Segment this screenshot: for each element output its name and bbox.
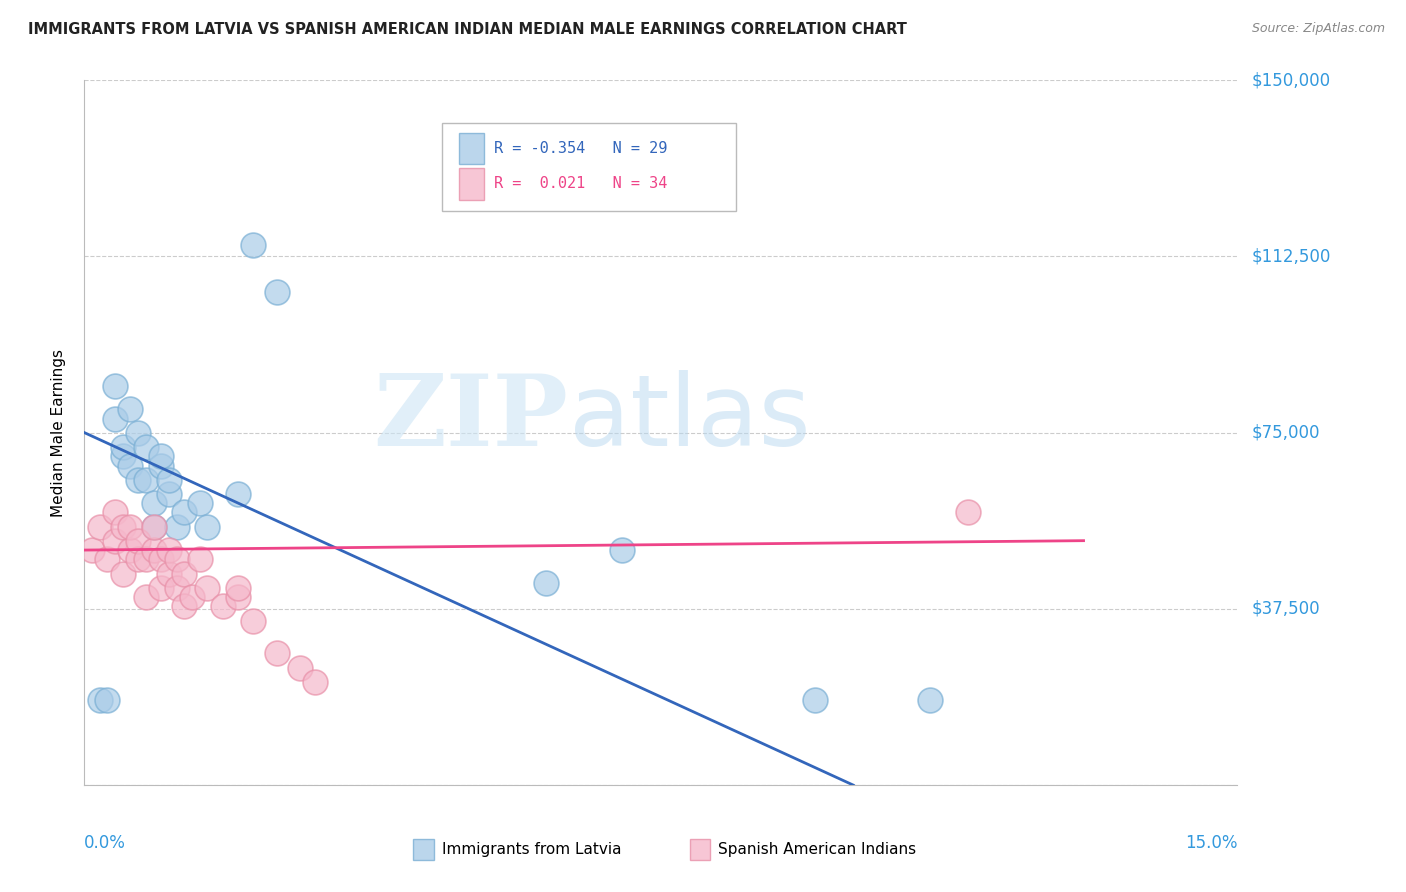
- Bar: [690, 839, 710, 861]
- Point: [157, 543, 180, 558]
- Point: [135, 473, 157, 487]
- Point: [150, 552, 173, 566]
- Point: [188, 496, 211, 510]
- Point: [173, 506, 195, 520]
- Point: [89, 519, 111, 533]
- Point: [803, 693, 825, 707]
- Point: [111, 449, 134, 463]
- Point: [120, 458, 142, 473]
- Point: [157, 486, 180, 500]
- Point: [120, 402, 142, 417]
- Point: [150, 449, 173, 463]
- Point: [157, 566, 180, 581]
- Point: [266, 285, 288, 299]
- Point: [150, 581, 173, 595]
- Point: [96, 552, 118, 566]
- Point: [89, 693, 111, 707]
- Point: [211, 599, 233, 614]
- Point: [127, 473, 149, 487]
- Point: [111, 566, 134, 581]
- Point: [173, 599, 195, 614]
- Point: [288, 660, 311, 674]
- Point: [127, 552, 149, 566]
- Point: [534, 576, 557, 591]
- Text: R = -0.354   N = 29: R = -0.354 N = 29: [494, 141, 666, 156]
- Point: [111, 519, 134, 533]
- Point: [242, 614, 264, 628]
- Point: [242, 237, 264, 252]
- Point: [120, 519, 142, 533]
- Text: $112,500: $112,500: [1251, 247, 1330, 266]
- Point: [226, 486, 249, 500]
- Point: [111, 440, 134, 454]
- Text: 0.0%: 0.0%: [84, 834, 127, 852]
- Point: [96, 693, 118, 707]
- Point: [135, 552, 157, 566]
- Text: 15.0%: 15.0%: [1185, 834, 1237, 852]
- Text: R =  0.021   N = 34: R = 0.021 N = 34: [494, 177, 666, 192]
- Point: [80, 543, 103, 558]
- Point: [226, 590, 249, 604]
- Point: [104, 411, 127, 425]
- Text: Source: ZipAtlas.com: Source: ZipAtlas.com: [1251, 22, 1385, 36]
- Point: [226, 581, 249, 595]
- Point: [166, 552, 188, 566]
- Point: [127, 425, 149, 440]
- Point: [188, 552, 211, 566]
- Point: [304, 674, 326, 689]
- Point: [195, 581, 218, 595]
- Text: $150,000: $150,000: [1251, 71, 1330, 89]
- Point: [157, 473, 180, 487]
- Text: IMMIGRANTS FROM LATVIA VS SPANISH AMERICAN INDIAN MEDIAN MALE EARNINGS CORRELATI: IMMIGRANTS FROM LATVIA VS SPANISH AMERIC…: [28, 22, 907, 37]
- Point: [104, 533, 127, 548]
- Text: ZIP: ZIP: [374, 370, 568, 467]
- Bar: [460, 168, 485, 200]
- Point: [918, 693, 941, 707]
- Point: [142, 543, 165, 558]
- Point: [181, 590, 204, 604]
- Point: [957, 506, 980, 520]
- Point: [142, 519, 165, 533]
- Point: [150, 458, 173, 473]
- Point: [104, 506, 127, 520]
- Point: [266, 647, 288, 661]
- FancyBboxPatch shape: [441, 122, 735, 211]
- Point: [166, 581, 188, 595]
- Point: [612, 543, 634, 558]
- Point: [173, 566, 195, 581]
- Point: [135, 440, 157, 454]
- Point: [142, 496, 165, 510]
- Point: [195, 519, 218, 533]
- Point: [120, 543, 142, 558]
- Y-axis label: Median Male Earnings: Median Male Earnings: [51, 349, 66, 516]
- Point: [127, 533, 149, 548]
- Point: [166, 519, 188, 533]
- Text: $37,500: $37,500: [1251, 599, 1320, 618]
- Text: atlas: atlas: [568, 370, 810, 467]
- Text: Immigrants from Latvia: Immigrants from Latvia: [441, 842, 621, 857]
- Bar: [413, 839, 433, 861]
- Bar: [460, 133, 485, 164]
- Text: Spanish American Indians: Spanish American Indians: [718, 842, 917, 857]
- Point: [104, 378, 127, 392]
- Text: $75,000: $75,000: [1251, 424, 1320, 442]
- Point: [135, 590, 157, 604]
- Point: [142, 519, 165, 533]
